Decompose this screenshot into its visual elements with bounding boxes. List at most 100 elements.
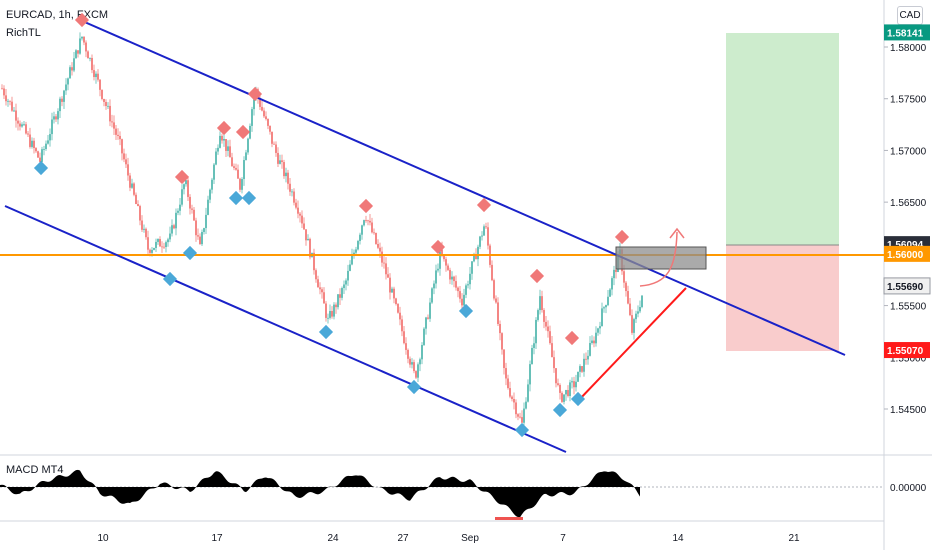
swing-low-marker[interactable] [241, 190, 257, 206]
candle-body [505, 368, 507, 379]
swing-high-marker[interactable] [235, 124, 251, 140]
stop-zone[interactable] [726, 245, 839, 351]
swing-high-marker[interactable] [476, 197, 492, 213]
candle-body [153, 247, 155, 250]
candle-body [309, 238, 311, 258]
candle-body [117, 134, 119, 136]
candle-body [397, 303, 399, 313]
candle-body [291, 191, 293, 193]
candle-body [91, 57, 93, 71]
swing-high-marker[interactable] [614, 229, 630, 245]
candle-body [299, 213, 301, 216]
price-axis[interactable]: 1.58000 1.57500 1.57000 1.56500 1.56000 1.555… [883, 24, 931, 494]
candle-body [333, 304, 335, 317]
channel-upper-line[interactable] [79, 19, 846, 356]
price-badge-target[interactable] [884, 24, 930, 41]
channel-lower-line[interactable] [4, 205, 567, 453]
candle-body [161, 246, 163, 248]
price-badge-last[interactable] [883, 277, 931, 295]
time-tick-label: 27 [397, 533, 409, 544]
candle-body [605, 305, 607, 308]
candle-body [187, 180, 189, 197]
swing-low-marker[interactable] [458, 303, 474, 319]
candle-body [163, 246, 165, 248]
candle-body [51, 119, 53, 135]
candle-body [449, 269, 451, 280]
swing-high-marker[interactable] [564, 330, 580, 346]
candle-body [173, 225, 175, 229]
swing-low-marker[interactable] [182, 245, 198, 261]
swing-low-marker[interactable] [162, 271, 178, 287]
swing-high-marker[interactable] [430, 239, 446, 255]
candle-body [155, 241, 157, 248]
candle-body [589, 343, 591, 356]
candle-body [265, 116, 267, 120]
candle-body [267, 119, 269, 126]
candle-body [369, 220, 371, 223]
candle-body [603, 307, 605, 309]
candle-body [343, 284, 345, 289]
candle-body [579, 366, 581, 372]
target-zone[interactable] [726, 33, 839, 245]
candle-body [39, 157, 41, 162]
candle-body [301, 215, 303, 224]
candle-body [275, 144, 277, 153]
macd-histogram[interactable] [0, 469, 640, 518]
price-tick-label: 1.58000 [890, 43, 927, 54]
swing-high-marker[interactable] [358, 198, 374, 214]
candle-body [35, 148, 37, 152]
candle-body [297, 207, 299, 214]
candle-body [393, 288, 395, 299]
candle-body [107, 105, 109, 107]
candle-body [453, 276, 455, 282]
candle-body [565, 390, 567, 395]
price-tick-label: 1.55500 [890, 302, 927, 313]
swing-high-marker[interactable] [529, 268, 545, 284]
candle-body [113, 122, 115, 129]
candle-body [409, 358, 411, 365]
candle-body [233, 166, 235, 168]
candle-body [141, 220, 143, 230]
candle-body [541, 296, 543, 311]
swing-low-marker[interactable] [33, 160, 49, 176]
swing-high-marker[interactable] [174, 169, 190, 185]
time-axis[interactable]: 10 17 24 27 Sep 7 14 21 [97, 533, 800, 544]
candle-body [339, 294, 341, 298]
swing-high-marker[interactable] [74, 12, 90, 28]
swing-low-marker[interactable] [228, 190, 244, 206]
price-badge-label-target: 1.58141 [887, 28, 924, 39]
swing-high-marker[interactable] [216, 120, 232, 136]
swing-low-marker[interactable] [514, 422, 530, 438]
candle-body [227, 146, 229, 151]
breakout-zone-box[interactable] [615, 246, 707, 270]
price-badge-stop[interactable] [884, 342, 930, 359]
candle-body [419, 359, 421, 365]
candle-body [443, 255, 445, 260]
candle-body [387, 274, 389, 278]
candle-body [491, 264, 493, 281]
swing-low-marker[interactable] [318, 324, 334, 340]
candle-body [217, 147, 219, 152]
candle-body [529, 364, 531, 385]
swing-low-marker[interactable] [406, 379, 422, 395]
candle-body [329, 311, 331, 318]
swing-low-marker[interactable] [570, 391, 586, 407]
candle-body [553, 357, 555, 369]
candle-body [45, 143, 47, 150]
price-badge-level[interactable] [884, 245, 930, 262]
candle-body [19, 123, 21, 127]
indicator-legend[interactable]: RichTL [6, 27, 41, 39]
macd-legend[interactable]: MACD MT4 [6, 464, 64, 476]
candle-body [293, 191, 295, 203]
candle-body [319, 287, 321, 290]
candle-body [607, 296, 609, 306]
candle-body [377, 243, 379, 248]
candle-body [121, 139, 123, 154]
time-tick-label: 24 [327, 533, 339, 544]
candle-body [431, 288, 433, 303]
candle-body [63, 90, 65, 102]
projection-arrow[interactable] [639, 231, 678, 287]
rising-trendline[interactable] [576, 287, 687, 403]
swing-low-marker[interactable] [552, 402, 568, 418]
